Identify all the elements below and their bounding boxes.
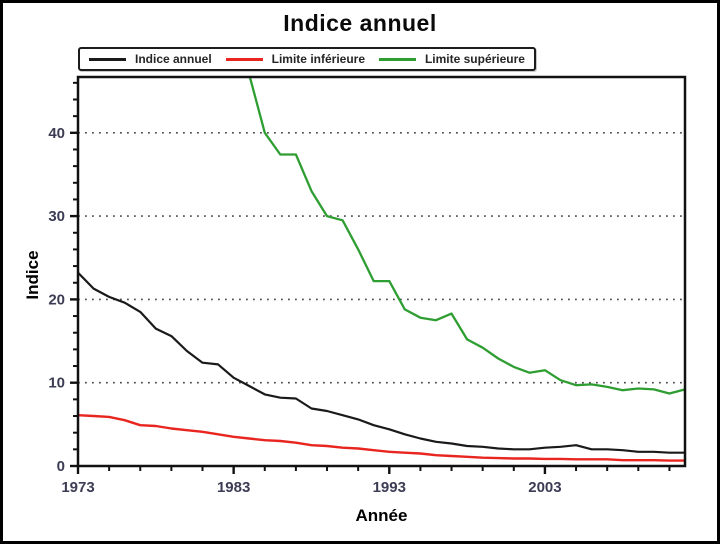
svg-text:1993: 1993 [373,479,406,496]
legend-item: Limite inférieure [225,52,365,66]
y-axis-title: Indice [23,250,42,300]
chart-canvas: 0 10 20 30 40 1973 1983 1993 2003 [48,75,687,496]
svg-text:0: 0 [57,458,65,475]
legend-item: Indice annuel [89,52,212,66]
svg-text:10: 10 [48,375,65,392]
legend-label: Limite inférieure [271,52,365,66]
svg-text:1983: 1983 [217,479,250,496]
svg-text:30: 30 [48,208,65,225]
green-line-swatch-icon [378,57,416,61]
svg-text:20: 20 [48,291,65,308]
black-line-swatch-icon [89,57,126,61]
svg-text:40: 40 [48,125,65,142]
svg-text:1973: 1973 [61,479,94,496]
svg-text:2003: 2003 [528,479,561,496]
legend-label: Limite supérieure [424,52,525,66]
legend-item: Limite supérieure [378,52,525,66]
legend-box: Indice annuel Limite inférieure Limite s… [78,47,536,71]
legend-label: Indice annuel [135,52,212,66]
red-line-swatch-icon [225,57,263,61]
x-axis-title: Année [355,506,408,525]
chart-title: Indice annuel [283,10,437,36]
